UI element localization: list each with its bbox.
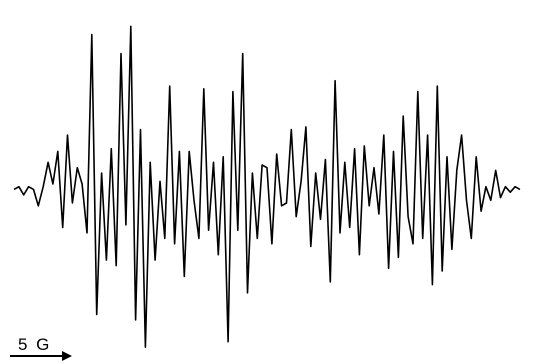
spectrum-line xyxy=(13,25,521,348)
spectrum-trace-layer xyxy=(13,25,521,348)
scale-bar-arrowhead xyxy=(62,351,72,361)
scale-bar-label: 5 G xyxy=(18,335,51,354)
scale-bar: 5 G xyxy=(10,335,72,361)
